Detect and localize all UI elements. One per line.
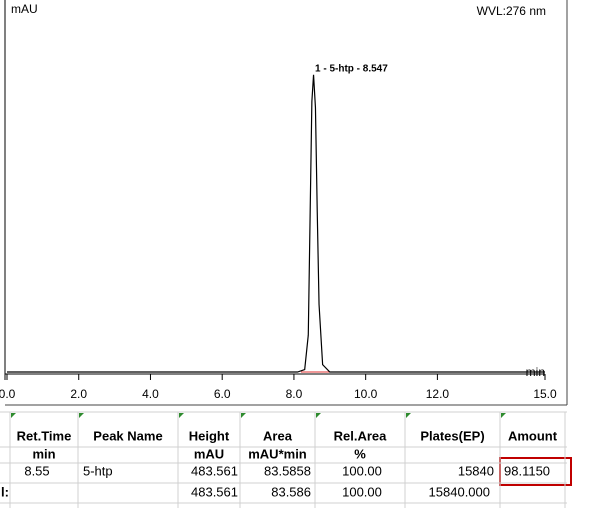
y-axis-label: mAU — [11, 2, 38, 16]
x-tick-label: 2.0 — [70, 387, 87, 401]
table-header: Rel.Area — [334, 428, 388, 443]
table-cell: 8.55 — [24, 463, 49, 478]
x-tick-label: 6.0 — [214, 387, 231, 401]
cell-marker — [79, 413, 84, 418]
peak-label: 1 - 5-htp - 8.547 — [315, 64, 388, 75]
table-header: % — [354, 446, 366, 461]
x-tick-label: 0.0 — [0, 387, 16, 401]
x-tick-label: 15.0 — [533, 387, 557, 401]
table-header: Area — [263, 428, 293, 443]
cell-marker — [179, 413, 184, 418]
cell-marker — [406, 413, 411, 418]
table-header: Plates(EP) — [420, 428, 484, 443]
table-cell: 15840 — [458, 463, 494, 478]
table-cell: 483.561 — [191, 463, 238, 478]
table-cell: 98.1150 — [504, 463, 550, 478]
table-header: Peak Name — [93, 428, 162, 443]
table-header: Amount — [508, 428, 558, 443]
cell-marker — [316, 413, 321, 418]
table-cell: 83.5858 — [264, 463, 311, 478]
table-cell: 483.561 — [191, 484, 238, 499]
table-cell: 83.586 — [271, 484, 311, 499]
table-cell: 100.00 — [342, 484, 382, 499]
wavelength-label: WVL:276 nm — [477, 4, 546, 18]
table-header: mAU — [194, 446, 224, 461]
cell-marker — [11, 413, 16, 418]
x-tick-label: 8.0 — [286, 387, 303, 401]
cell-marker — [241, 413, 246, 418]
table-cell: 100.00 — [342, 463, 382, 478]
x-tick-label: 10.0 — [354, 387, 378, 401]
table-header: mAU*min — [248, 446, 307, 461]
table-header: min — [32, 446, 55, 461]
row-label: l: — [1, 484, 9, 499]
x-tick-label: 4.0 — [142, 387, 159, 401]
table-header: Ret.Time — [17, 428, 72, 443]
table-header: Height — [189, 428, 230, 443]
cell-marker — [501, 413, 506, 418]
chromatogram-line — [7, 74, 545, 373]
table-cell: 15840.000 — [429, 484, 490, 499]
table-cell: 5-htp — [83, 463, 113, 478]
x-tick-label: 12.0 — [426, 387, 450, 401]
